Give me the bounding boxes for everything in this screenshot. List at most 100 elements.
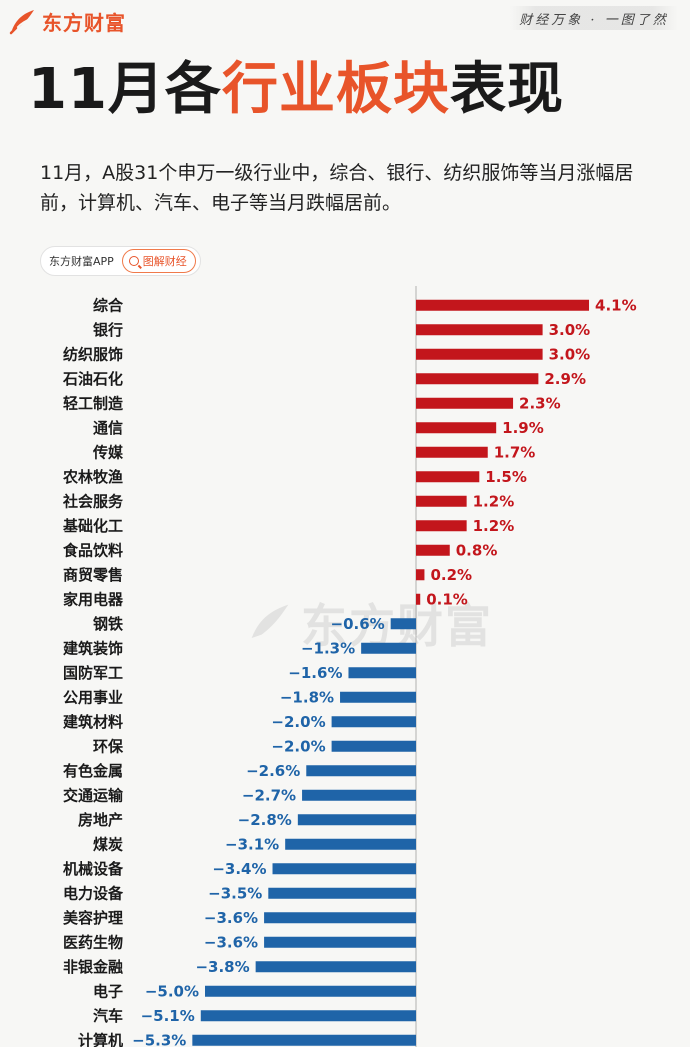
value-label: −0.6% — [331, 615, 385, 633]
bar — [416, 544, 450, 556]
eastmoney-feather-icon — [9, 10, 34, 35]
bar — [416, 471, 480, 483]
value-label: 2.9% — [544, 370, 586, 388]
value-label: −1.6% — [288, 664, 342, 682]
source-pill: 东方财富APP 图解财经 — [40, 246, 201, 276]
value-label: 1.5% — [485, 468, 527, 486]
title-part-1: 11月各 — [28, 57, 222, 122]
value-label: −2.0% — [271, 713, 325, 731]
category-label: 银行 — [93, 321, 123, 339]
title-part-2: 表现 — [449, 57, 564, 122]
bar — [331, 740, 416, 752]
value-label: 1.2% — [473, 517, 515, 535]
value-label: 1.2% — [473, 492, 515, 510]
category-label: 商贸零售 — [63, 566, 123, 584]
bar — [264, 936, 416, 948]
page-subtitle: 11月，A股31个申万一级行业中，综合、银行、纺织服饰等当月涨幅居前，计算机、汽… — [40, 162, 634, 214]
brand-logo: 东方财富 — [8, 6, 126, 36]
bar — [340, 691, 416, 703]
bar — [272, 863, 416, 875]
bar — [416, 495, 467, 507]
bar — [416, 520, 467, 532]
bar — [416, 569, 425, 581]
value-label: −3.1% — [225, 835, 279, 853]
bar — [416, 446, 488, 458]
value-label: −2.8% — [238, 811, 292, 829]
category-label: 轻工制造 — [63, 394, 123, 412]
value-label: 3.0% — [549, 321, 591, 339]
bar — [416, 593, 421, 605]
bar — [205, 985, 416, 997]
brand-name: 东方财富 — [42, 10, 126, 35]
value-label: 0.8% — [456, 541, 498, 559]
category-label: 综合 — [93, 296, 124, 314]
category-label: 食品饮料 — [63, 541, 123, 559]
value-label: −5.3% — [132, 1031, 186, 1047]
category-label: 煤炭 — [93, 835, 123, 853]
category-label: 建筑装饰 — [63, 639, 123, 657]
value-label: −1.8% — [280, 688, 334, 706]
bar — [416, 324, 543, 336]
bar — [268, 887, 416, 899]
category-label: 传媒 — [92, 443, 124, 461]
category-label: 环保 — [93, 737, 124, 755]
category-label: 钢铁 — [93, 615, 123, 633]
category-label: 国防军工 — [63, 664, 123, 682]
category-label: 家用电器 — [63, 590, 124, 608]
value-label: −5.1% — [141, 1007, 195, 1025]
bar — [255, 961, 416, 973]
industry-bar-chart: 综合 4.1% 银行 3.0% 纺织服饰 3.0% 石油石化 2.9% 轻工制造 2.3% 通信 1.… — [62, 286, 637, 1047]
tujie-caijing-label: 图解财经 — [142, 255, 187, 268]
category-label: 交通运输 — [63, 786, 124, 804]
category-label: 计算机 — [78, 1031, 123, 1047]
category-label: 医药生物 — [63, 933, 123, 951]
category-label: 电子 — [93, 982, 123, 1000]
top-bar: 东方财富 财经万象 · 一图了然 — [0, 0, 690, 44]
value-label: −2.0% — [271, 737, 325, 755]
category-label: 有色金属 — [63, 762, 123, 780]
bar — [348, 667, 416, 679]
bar — [416, 299, 590, 311]
bar — [361, 642, 416, 654]
bar — [390, 618, 416, 630]
value-label: 2.3% — [519, 394, 561, 412]
bar — [306, 765, 416, 777]
source-app-label: 东方财富APP — [49, 255, 114, 268]
category-label: 社会服务 — [62, 492, 124, 510]
value-label: −3.6% — [204, 933, 258, 951]
category-label: 汽车 — [93, 1007, 123, 1025]
category-label: 美容护理 — [63, 909, 123, 927]
category-label: 机械设备 — [63, 860, 124, 878]
bar — [285, 838, 416, 850]
category-label: 电力设备 — [63, 884, 124, 902]
value-label: −5.0% — [145, 982, 199, 1000]
page-title: 11月各行业板块表现 — [28, 57, 564, 122]
value-label: 0.1% — [426, 590, 468, 608]
value-label: 3.0% — [549, 345, 591, 363]
value-label: −1.3% — [301, 639, 355, 657]
value-label: 0.2% — [430, 566, 472, 584]
category-label: 基础化工 — [62, 517, 123, 535]
category-label: 建筑材料 — [63, 713, 123, 731]
bar — [302, 789, 416, 801]
category-label: 石油石化 — [62, 370, 123, 388]
value-label: −2.7% — [242, 786, 296, 804]
category-label: 公用事业 — [63, 688, 123, 706]
value-label: 1.7% — [494, 443, 536, 461]
bar — [331, 716, 416, 728]
value-label: −3.6% — [204, 909, 258, 927]
value-label: 1.9% — [502, 419, 544, 437]
tujie-caijing-button[interactable]: 图解财经 — [121, 249, 196, 273]
bar — [297, 814, 416, 826]
bar — [192, 1034, 416, 1046]
bar — [200, 1010, 416, 1022]
bar — [416, 373, 539, 385]
value-label: −3.4% — [212, 860, 266, 878]
title-highlight: 行业板块 — [221, 57, 450, 122]
value-label: 4.1% — [595, 296, 637, 314]
bar — [264, 912, 416, 924]
category-label: 纺织服饰 — [63, 345, 123, 363]
category-label: 通信 — [93, 419, 123, 437]
value-label: −2.6% — [246, 762, 300, 780]
category-label: 农林牧渔 — [62, 468, 123, 486]
